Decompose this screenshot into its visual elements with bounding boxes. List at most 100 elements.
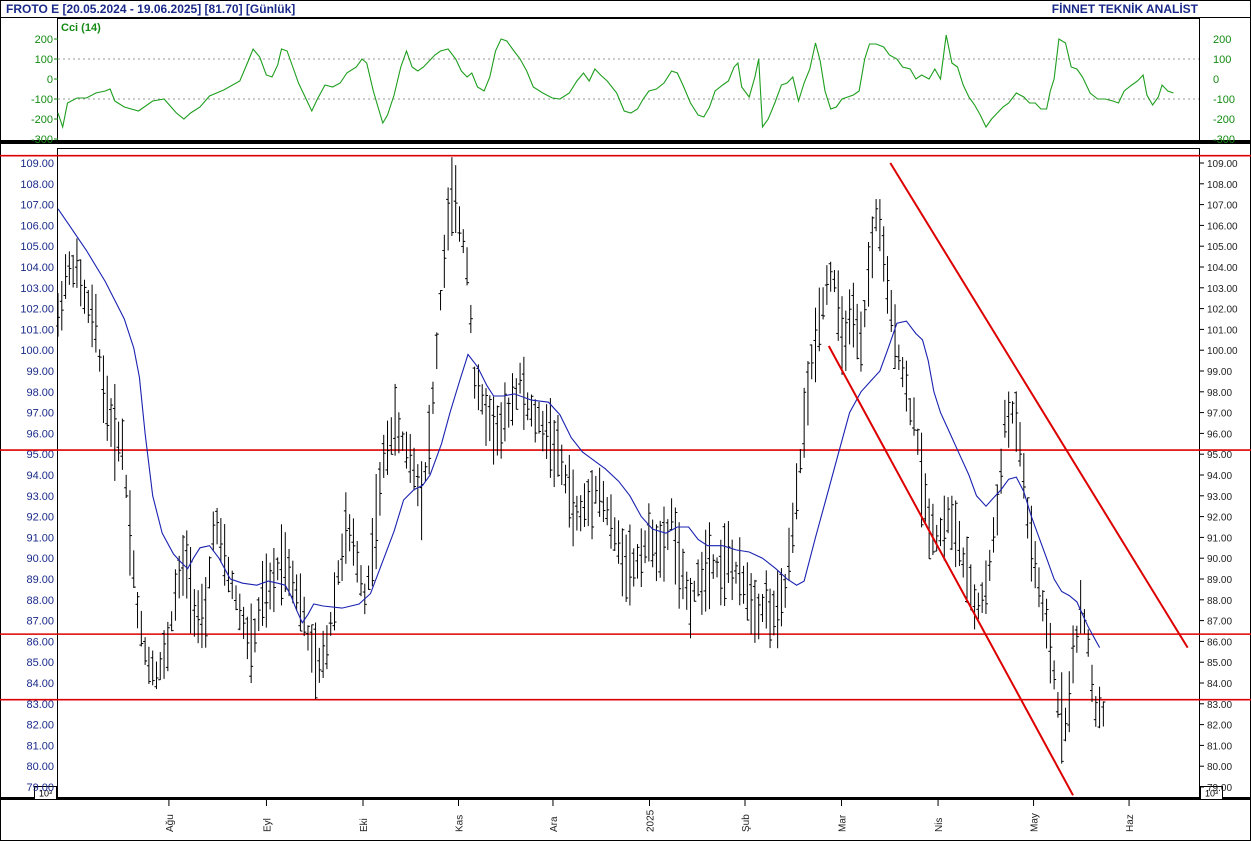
price-tick-left: 109.00 <box>20 158 54 170</box>
cci-tick-right: 0 <box>1213 74 1219 86</box>
price-tick-right: 79.00 <box>1207 783 1232 794</box>
price-tick-right: 89.00 <box>1207 575 1232 586</box>
price-bars <box>56 157 1106 764</box>
price-tick-right: 85.00 <box>1207 658 1232 669</box>
indicator-title: Cci (14) <box>61 22 101 34</box>
price-tick-right: 98.00 <box>1207 388 1232 399</box>
price-tick-right: 83.00 <box>1207 700 1232 711</box>
price-tick-left: 94.00 <box>26 470 54 482</box>
x-tick-label: May <box>1030 813 1041 832</box>
scale-badge-right: 10³ <box>1205 789 1218 799</box>
price-tick-left: 107.00 <box>20 200 54 212</box>
moving-average-line <box>57 208 1101 648</box>
price-tick-left: 86.00 <box>26 636 54 648</box>
cci-tick-left: -300 <box>31 134 53 146</box>
price-tick-right: 92.00 <box>1207 513 1232 524</box>
x-tick-label: Eyl <box>262 818 273 832</box>
trend-line <box>889 162 1189 649</box>
indicator-axes: 200 200 100 100 0 0 -100 -100 -200 -200 -300 -300 <box>31 34 1235 146</box>
x-tick-label: Ara <box>549 816 560 832</box>
cci-tick-left: -100 <box>31 94 53 106</box>
x-tick-label: Haz <box>1125 814 1136 832</box>
x-tick-label: Ağu <box>165 814 176 832</box>
price-tick-left: 88.00 <box>26 595 54 607</box>
price-tick-left: 100.00 <box>20 345 54 357</box>
price-tick-right: 96.00 <box>1207 429 1232 440</box>
price-tick-left: 106.00 <box>20 220 54 232</box>
price-tick-left: 89.00 <box>26 574 54 586</box>
price-tick-left: 79.00 <box>26 782 54 794</box>
price-tick-right: 105.00 <box>1207 242 1238 253</box>
x-tick-label: Eki <box>359 818 370 832</box>
price-tick-right: 81.00 <box>1207 741 1232 752</box>
price-tick-left: 101.00 <box>20 324 54 336</box>
cci-tick-left: -200 <box>31 114 53 126</box>
x-tick-label: Nis <box>934 818 945 832</box>
price-tick-left: 96.00 <box>26 428 54 440</box>
price-tick-left: 105.00 <box>20 241 54 253</box>
price-tick-right: 109.00 <box>1207 159 1238 170</box>
price-tick-left: 90.00 <box>26 553 54 565</box>
scale-badge-left: 10³ <box>39 789 52 799</box>
cci-tick-right: -100 <box>1213 94 1235 106</box>
price-tick-right: 94.00 <box>1207 471 1232 482</box>
price-tick-right: 107.00 <box>1207 201 1238 212</box>
cci-tick-left: 100 <box>35 54 53 66</box>
price-tick-left: 91.00 <box>26 532 54 544</box>
cci-line <box>57 34 1174 130</box>
moving-average <box>57 208 1101 648</box>
price-tick-left: 104.00 <box>20 262 54 274</box>
price-tick-right: 84.00 <box>1207 679 1232 690</box>
price-tick-left: 80.00 <box>26 761 54 773</box>
x-tick-label: Mar <box>838 814 849 832</box>
price-tick-right: 99.00 <box>1207 367 1232 378</box>
cci-tick-right: -300 <box>1213 134 1235 146</box>
x-tick-label: Kas <box>454 815 465 832</box>
price-tick-right: 82.00 <box>1207 721 1232 732</box>
horizontal-levels <box>0 154 1251 701</box>
price-tick-right: 95.00 <box>1207 450 1232 461</box>
price-tick-right: 90.00 <box>1207 554 1232 565</box>
price-tick-left: 102.00 <box>20 304 54 316</box>
price-tick-right: 87.00 <box>1207 617 1232 628</box>
price-tick-left: 84.00 <box>26 678 54 690</box>
price-axes: 109.00 109.00 108.00 108.00 107.00 107.00 106.… <box>20 158 1238 794</box>
x-tick-label: 2025 <box>645 809 656 832</box>
price-tick-right: 91.00 <box>1207 533 1232 544</box>
cci-indicator <box>57 34 1174 130</box>
price-tick-left: 103.00 <box>20 283 54 295</box>
price-tick-left: 95.00 <box>26 449 54 461</box>
price-tick-right: 86.00 <box>1207 637 1232 648</box>
price-tick-left: 85.00 <box>26 657 54 669</box>
price-tick-right: 80.00 <box>1207 762 1232 773</box>
price-tick-right: 93.00 <box>1207 492 1232 503</box>
trend-line <box>827 345 1074 796</box>
price-tick-right: 100.00 <box>1207 346 1238 357</box>
cci-tick-right: 100 <box>1213 54 1231 66</box>
cci-tick-left: 0 <box>47 74 53 86</box>
price-tick-left: 83.00 <box>26 699 54 711</box>
price-tick-left: 97.00 <box>26 408 54 420</box>
price-tick-left: 81.00 <box>26 740 54 752</box>
trend-channel <box>827 162 1189 796</box>
brand-label: FİNNET TEKNİK ANALİST <box>1052 1 1199 16</box>
price-tick-left: 93.00 <box>26 491 54 503</box>
cci-tick-right: 200 <box>1213 34 1231 46</box>
price-tick-right: 108.00 <box>1207 180 1238 191</box>
x-axis: Ağu Eyl Eki Kas Ara 2025 Şub Mar Nis May Haz <box>165 800 1136 832</box>
price-tick-left: 82.00 <box>26 720 54 732</box>
price-tick-left: 99.00 <box>26 366 54 378</box>
cci-tick-right: -200 <box>1213 114 1235 126</box>
price-tick-right: 97.00 <box>1207 409 1232 420</box>
price-tick-right: 101.00 <box>1207 325 1238 336</box>
price-tick-left: 87.00 <box>26 616 54 628</box>
price-tick-right: 106.00 <box>1207 221 1238 232</box>
x-tick-label: Şub <box>741 814 752 832</box>
price-tick-left: 108.00 <box>20 179 54 191</box>
price-tick-right: 103.00 <box>1207 284 1238 295</box>
price-tick-right: 88.00 <box>1207 596 1232 607</box>
price-tick-right: 102.00 <box>1207 305 1238 316</box>
price-tick-right: 104.00 <box>1207 263 1238 274</box>
